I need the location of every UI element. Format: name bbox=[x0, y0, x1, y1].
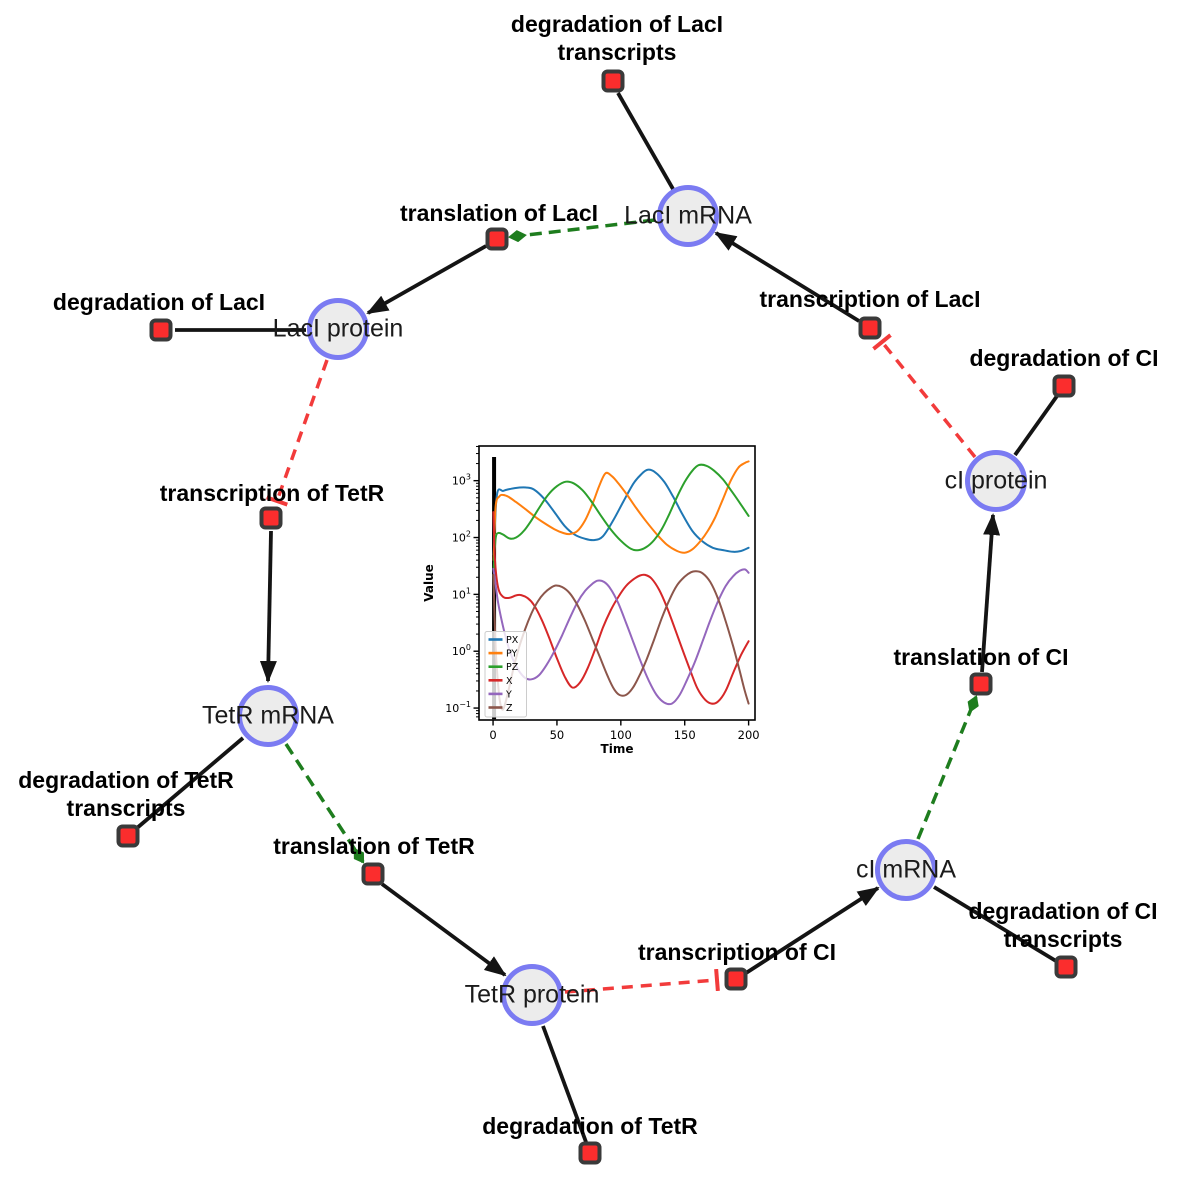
reaction-node-transcription-ci[interactable] bbox=[724, 967, 748, 991]
edge-modifier bbox=[284, 743, 365, 864]
x-tick-label: 100 bbox=[610, 728, 632, 742]
reaction-node-degradation-tetr-transcripts[interactable] bbox=[116, 824, 140, 848]
reaction-label-degradation-laci-transcripts: degradation of LacI transcripts bbox=[510, 11, 724, 65]
x-tick-label: 150 bbox=[674, 728, 696, 742]
chart-legend: PX PY PZ XYZ bbox=[484, 631, 527, 718]
chart-axes: 0 50 100 150 200 10−1 100 101 102 103 Time Value bbox=[422, 445, 760, 756]
reaction-label-transcription-tetr: transcription of TetR bbox=[159, 480, 385, 506]
reaction-label-degradation-ci-transcripts: degradation of CI transcripts bbox=[968, 898, 1158, 952]
edge-inhibition bbox=[564, 968, 720, 994]
edge-modifier bbox=[508, 218, 656, 243]
reaction-node-translation-laci[interactable] bbox=[485, 227, 509, 251]
edge-product bbox=[380, 882, 507, 977]
x-tick-label: 200 bbox=[738, 728, 760, 742]
reaction-label-degradation-laci: degradation of LacI bbox=[52, 289, 266, 315]
edge-product bbox=[744, 886, 880, 975]
edge-inhibition bbox=[265, 359, 329, 507]
species-node-ci-mrna[interactable] bbox=[875, 839, 937, 901]
legend-entry: PX bbox=[506, 635, 519, 646]
legend-entry: Y bbox=[505, 689, 512, 700]
legend-entry: PY bbox=[506, 649, 518, 660]
species-label-laci-mrna: LacI mRNA bbox=[624, 201, 752, 230]
series-line-pz bbox=[492, 463, 750, 570]
species-node-tetr-mrna[interactable] bbox=[237, 685, 299, 747]
reaction-node-degradation-ci[interactable] bbox=[1052, 374, 1076, 398]
y-axis-title: Value bbox=[422, 564, 436, 602]
reaction-label-translation-tetr: translation of TetR bbox=[273, 833, 475, 859]
species-node-laci-mrna[interactable] bbox=[657, 185, 719, 247]
edge-reactant bbox=[135, 736, 245, 830]
species-label-tetr-mrna: TetR mRNA bbox=[202, 701, 334, 730]
edge-modifier bbox=[916, 695, 979, 840]
reaction-node-transcription-laci[interactable] bbox=[858, 316, 882, 340]
y-tick-label: 103 bbox=[452, 473, 471, 488]
x-tick-label: 0 bbox=[489, 728, 496, 742]
reaction-node-transcription-tetr[interactable] bbox=[259, 506, 283, 530]
edge-reactant bbox=[541, 1025, 588, 1143]
x-axis-title: Time bbox=[601, 742, 634, 756]
species-node-ci-protein[interactable] bbox=[965, 450, 1027, 512]
series-line-x bbox=[492, 511, 750, 705]
reaction-label-degradation-ci: degradation of CI bbox=[969, 345, 1159, 371]
y-tick-label: 101 bbox=[452, 586, 471, 601]
legend-entry: Z bbox=[506, 703, 513, 714]
edge-product bbox=[366, 244, 487, 315]
legend-entry: PZ bbox=[506, 662, 519, 673]
species-label-tetr-protein: TetR protein bbox=[464, 980, 600, 1009]
reaction-label-translation-ci: translation of CI bbox=[893, 644, 1069, 670]
reaction-node-degradation-laci[interactable] bbox=[149, 318, 173, 342]
series-line-py bbox=[492, 460, 750, 562]
reaction-node-degradation-tetr[interactable] bbox=[578, 1141, 602, 1165]
reaction-label-degradation-tetr: degradation of TetR bbox=[482, 1113, 698, 1139]
reaction-label-transcription-ci: transcription of CI bbox=[637, 939, 837, 965]
species-label-laci-protein: LacI protein bbox=[272, 314, 404, 343]
y-tick-label: 102 bbox=[452, 530, 471, 545]
species-label-ci-protein: cI protein bbox=[944, 466, 1048, 495]
reaction-node-translation-ci[interactable] bbox=[969, 672, 993, 696]
y-tick-label: 10−1 bbox=[445, 700, 471, 715]
species-node-tetr-protein[interactable] bbox=[501, 964, 563, 1026]
reaction-label-translation-laci: translation of LacI bbox=[399, 200, 599, 226]
reaction-node-degradation-ci-transcripts[interactable] bbox=[1054, 955, 1078, 979]
species-node-laci-protein[interactable] bbox=[307, 298, 369, 360]
legend-entry: X bbox=[506, 676, 513, 687]
y-tick-label: 100 bbox=[452, 643, 471, 658]
edge-reactant bbox=[933, 885, 1057, 963]
edge-product bbox=[714, 231, 860, 323]
edge-reactant bbox=[616, 92, 675, 190]
edge-product bbox=[259, 530, 277, 683]
reaction-node-translation-tetr[interactable] bbox=[361, 862, 385, 886]
series-line-px bbox=[492, 468, 750, 556]
species-label-ci-mrna: cI mRNA bbox=[856, 855, 956, 884]
chart-plot-area bbox=[492, 457, 750, 720]
chart-frame bbox=[478, 445, 756, 721]
series-line-y bbox=[492, 567, 750, 706]
edge-reactant bbox=[1013, 394, 1059, 457]
reaction-node-degradation-laci-transcripts[interactable] bbox=[601, 69, 625, 93]
reaction-label-degradation-tetr-transcripts: degradation of TetR transcripts bbox=[18, 767, 234, 821]
edge-product bbox=[980, 513, 1001, 673]
reaction-label-transcription-laci: transcription of LacI bbox=[759, 286, 981, 312]
x-tick-label: 50 bbox=[550, 728, 565, 742]
edge-inhibition bbox=[872, 333, 977, 459]
